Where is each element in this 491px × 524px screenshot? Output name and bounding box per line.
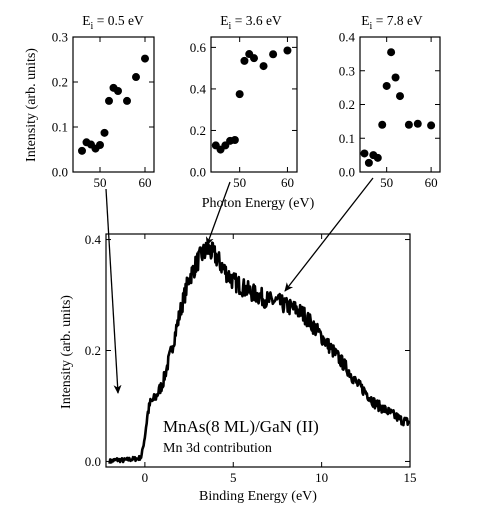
x-tick-label: 50 bbox=[380, 175, 393, 190]
y-tick-label: 0.3 bbox=[339, 63, 355, 78]
y-tick-label: 0.2 bbox=[52, 75, 68, 90]
x-tick-label: 50 bbox=[94, 175, 107, 190]
inset-plot-3: 50 60 0.0 0.1 0.2 0.3 0.4 bbox=[339, 30, 441, 191]
arrow-inset2 bbox=[205, 181, 231, 246]
x-tick-label: 50 bbox=[233, 175, 246, 190]
main-tick-labels: 0 5 10 15 0.0 0.2 0.4 bbox=[85, 232, 417, 485]
x-tick-label: 0 bbox=[142, 470, 149, 485]
main-ylabel: Intensity (arb. units) bbox=[59, 295, 74, 409]
y-tick-label: 0.2 bbox=[85, 343, 101, 358]
x-tick-label: 60 bbox=[281, 175, 294, 190]
inset1-title: Ei = 0.5 eV bbox=[82, 13, 144, 32]
main-plot: 0 5 10 15 0.0 0.2 0.4 Binding Energy (eV) Inte… bbox=[59, 232, 417, 504]
main-annotation-sub: Mn 3d contribution bbox=[163, 441, 272, 456]
inset3-ticks bbox=[360, 36, 440, 173]
data-point bbox=[382, 81, 391, 90]
y-tick-label: 0.1 bbox=[339, 131, 355, 146]
x-tick-label: 60 bbox=[139, 175, 152, 190]
inset1-ticks bbox=[73, 36, 154, 173]
data-point bbox=[123, 96, 131, 105]
inset-shared-xlabel: Photon Energy (eV) bbox=[202, 196, 315, 211]
y-tick-label: 0.2 bbox=[190, 123, 206, 138]
data-point bbox=[387, 48, 396, 57]
data-point bbox=[230, 136, 239, 145]
data-point bbox=[96, 141, 104, 149]
main-xlabel: Binding Energy (eV) bbox=[199, 489, 317, 504]
arrow-inset1 bbox=[105, 188, 122, 394]
inset3-title: Ei = 7.8 eV bbox=[361, 13, 423, 32]
inset2-title: Ei = 3.6 eV bbox=[220, 13, 282, 32]
arrow-inset3 bbox=[284, 177, 374, 292]
y-tick-label: 0.4 bbox=[190, 81, 207, 96]
inset3-tick-labels: 50 60 0.0 0.1 0.2 0.3 0.4 bbox=[339, 30, 438, 191]
data-point bbox=[240, 56, 249, 65]
y-tick-label: 0.0 bbox=[85, 454, 101, 469]
x-tick-label: 60 bbox=[425, 175, 438, 190]
inset2-ticks bbox=[211, 37, 297, 173]
data-point bbox=[378, 120, 387, 129]
x-tick-label: 15 bbox=[404, 470, 417, 485]
data-point bbox=[132, 73, 140, 82]
data-point bbox=[360, 149, 369, 158]
y-tick-label: 0.6 bbox=[190, 40, 207, 55]
inset-shared-ylabel: Intensity (arb. units) bbox=[24, 48, 39, 162]
y-tick-label: 0.0 bbox=[190, 165, 206, 180]
main-spectrum-line bbox=[108, 241, 411, 464]
data-point bbox=[100, 128, 109, 137]
main-annotation: MnAs(8 ML)/GaN (II) bbox=[163, 417, 319, 436]
data-point bbox=[404, 120, 413, 129]
y-tick-label: 0.4 bbox=[85, 232, 102, 247]
x-tick-label: 10 bbox=[315, 470, 328, 485]
y-tick-label: 0.1 bbox=[52, 120, 68, 135]
data-point bbox=[427, 121, 436, 130]
inset1-tick-labels: 50 60 0.0 0.1 0.2 0.3 bbox=[52, 30, 152, 191]
y-tick-label: 0.4 bbox=[339, 30, 356, 45]
data-point bbox=[364, 158, 373, 167]
inset1-points bbox=[78, 54, 149, 155]
y-tick-label: 0.0 bbox=[52, 165, 68, 180]
main-ticks bbox=[106, 234, 411, 467]
data-point bbox=[391, 73, 400, 82]
data-point bbox=[141, 54, 149, 63]
y-tick-label: 0.0 bbox=[339, 165, 355, 180]
data-point bbox=[259, 62, 268, 71]
inset2-points bbox=[211, 46, 292, 154]
inset2-frame bbox=[210, 36, 298, 173]
y-tick-label: 0.3 bbox=[52, 30, 68, 45]
data-point bbox=[283, 46, 292, 55]
data-point bbox=[235, 90, 244, 99]
data-point bbox=[396, 92, 404, 101]
inset1-frame bbox=[72, 36, 155, 173]
inset3-points bbox=[360, 48, 436, 167]
data-point bbox=[413, 119, 422, 128]
data-point bbox=[114, 87, 122, 95]
data-point bbox=[269, 50, 278, 59]
data-point bbox=[105, 96, 113, 105]
inset-plot-1: 50 60 0.0 0.1 0.2 0.3 bbox=[52, 30, 155, 191]
inset2-tick-labels: 50 60 0.0 0.2 0.4 0.6 bbox=[190, 40, 294, 190]
inset-plot-2: 50 60 0.0 0.2 0.4 0.6 bbox=[190, 36, 298, 190]
data-point bbox=[250, 54, 258, 63]
y-tick-label: 0.2 bbox=[339, 97, 355, 112]
x-tick-label: 5 bbox=[230, 470, 237, 485]
data-point bbox=[78, 146, 86, 155]
data-point bbox=[373, 153, 382, 162]
